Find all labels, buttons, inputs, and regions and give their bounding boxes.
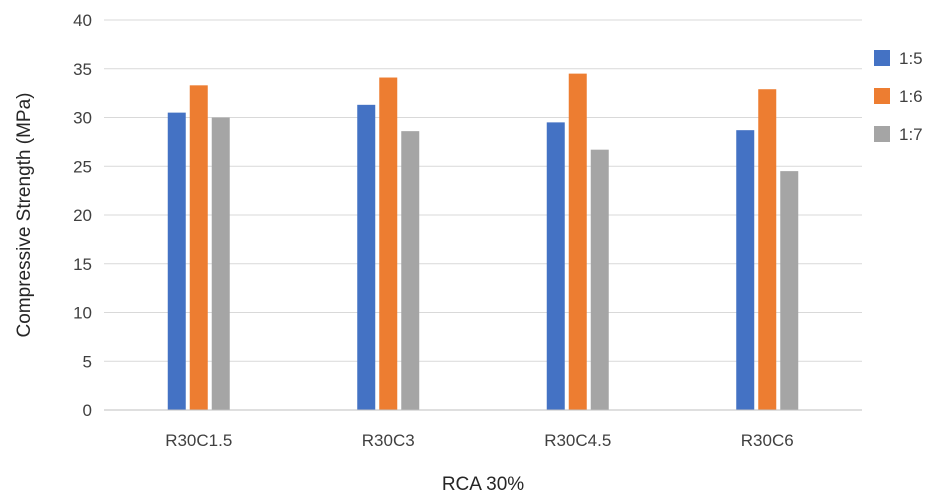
x-tick-label: R30C4.5 — [544, 431, 611, 450]
bar — [568, 73, 587, 410]
x-tick-label: R30C3 — [362, 431, 415, 450]
x-tick-label: R30C1.5 — [165, 431, 232, 450]
y-tick-label: 30 — [73, 109, 92, 128]
bar — [780, 171, 799, 410]
y-axis-ticks: 0 5 10 15 20 25 30 35 40 — [73, 11, 92, 420]
y-axis-title: Compressive Strength (MPa) — [14, 93, 35, 338]
bar — [189, 85, 208, 410]
x-axis-title: RCA 30% — [442, 474, 524, 495]
bar — [379, 77, 398, 411]
bar — [211, 117, 230, 410]
bar — [758, 89, 777, 410]
x-tick-label: R30C6 — [741, 431, 794, 450]
x-axis-ticks: R30C1.5 R30C3 R30C4.5 R30C6 — [165, 431, 794, 450]
y-tick-label: 25 — [73, 157, 92, 176]
y-tick-label: 5 — [83, 352, 92, 371]
bar — [357, 104, 376, 410]
y-tick-label: 0 — [83, 401, 92, 420]
bar — [736, 130, 755, 411]
legend-swatch — [874, 50, 890, 66]
bar — [401, 131, 420, 410]
y-tick-label: 35 — [73, 60, 92, 79]
y-tick-label: 15 — [73, 255, 92, 274]
bar — [590, 149, 609, 411]
bar — [167, 112, 186, 410]
y-tick-label: 10 — [73, 304, 92, 323]
gridlines — [104, 19, 862, 362]
legend-swatch — [874, 126, 890, 142]
y-tick-label: 20 — [73, 206, 92, 225]
legend-label: 1:5 — [899, 49, 923, 68]
legend-label: 1:6 — [899, 87, 923, 106]
legend: 1:5 1:6 1:7 — [874, 49, 923, 144]
y-tick-label: 40 — [73, 11, 92, 30]
legend-swatch — [874, 88, 890, 104]
bar — [546, 122, 565, 410]
bars — [167, 73, 799, 411]
legend-label: 1:7 — [899, 125, 923, 144]
